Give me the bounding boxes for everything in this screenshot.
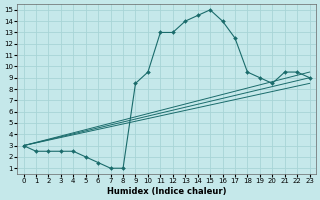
- X-axis label: Humidex (Indice chaleur): Humidex (Indice chaleur): [107, 187, 226, 196]
